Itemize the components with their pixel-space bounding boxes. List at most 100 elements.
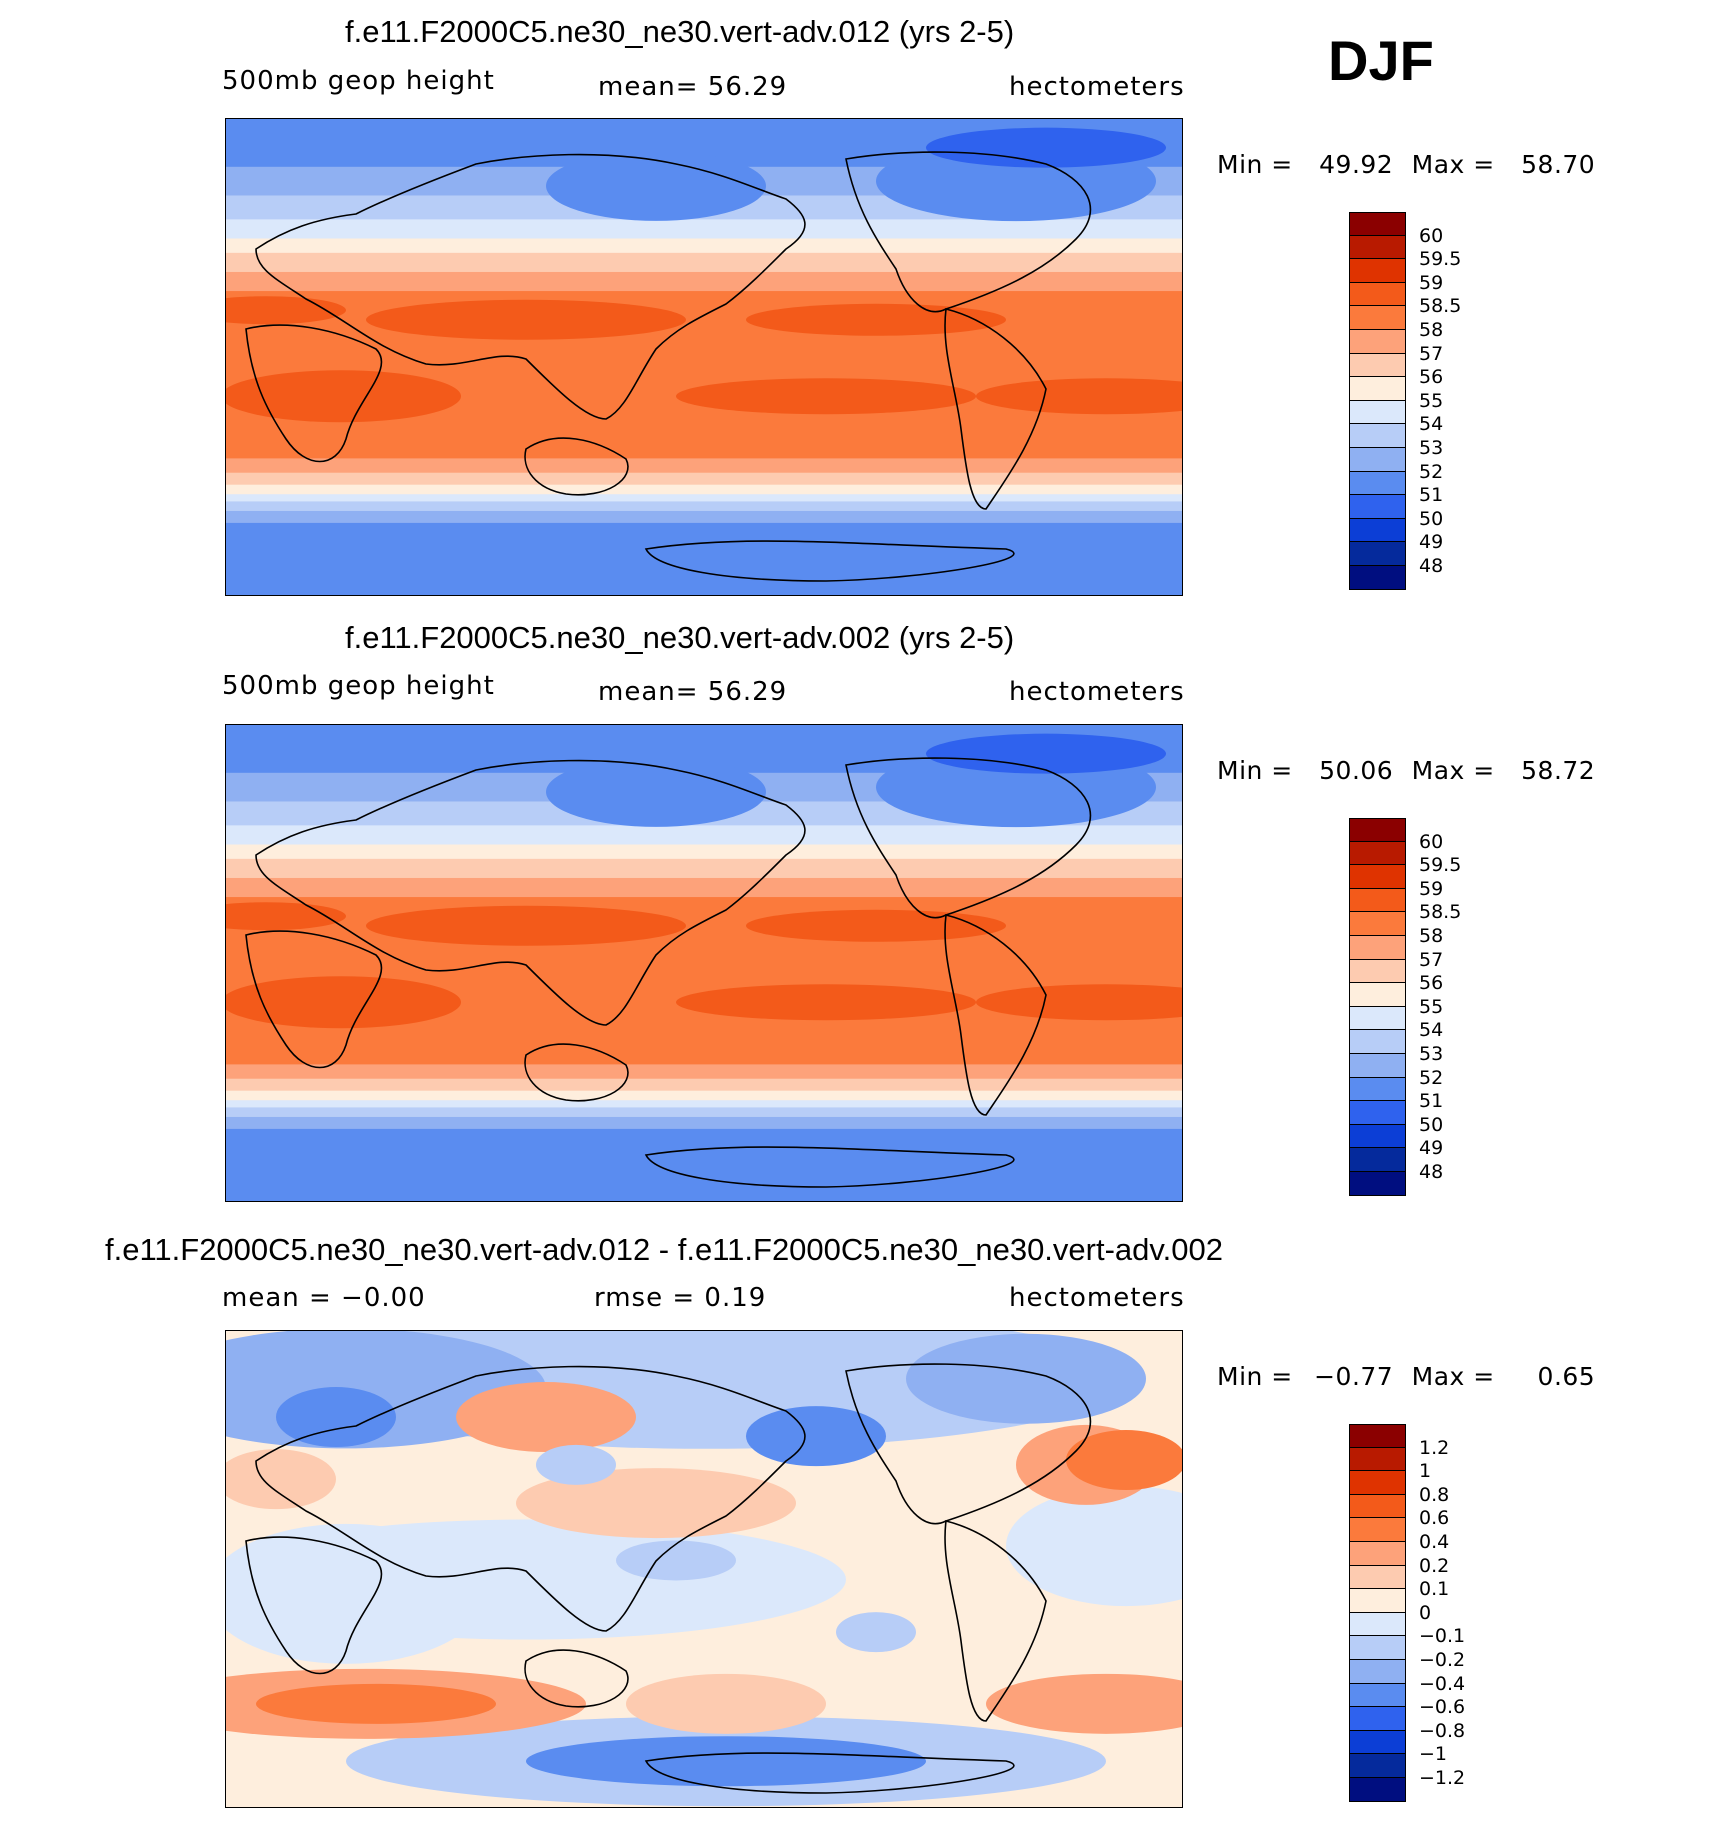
colorbar-tick-label: 53 <box>1419 1043 1444 1065</box>
coastline <box>245 930 383 1069</box>
contour-band <box>226 501 1182 512</box>
colorbar-swatch <box>1349 1030 1406 1054</box>
min-label: Min = <box>1217 1362 1293 1391</box>
colorbar-tick-label: 58.5 <box>1419 901 1462 924</box>
min-max-readout: Min = 49.92 Max = 58.70 <box>1217 150 1595 179</box>
contour-band <box>226 458 1182 474</box>
colorbar-swatch <box>1349 1589 1406 1613</box>
mean-label: mean= 56.29 <box>598 72 788 102</box>
coastline <box>255 759 806 1026</box>
contour-blob <box>276 1387 396 1448</box>
colorbar-tick-label: 54 <box>1419 1019 1444 1042</box>
contour-band <box>226 1078 1182 1092</box>
colorbar-tick-label: 0.8 <box>1419 1483 1450 1506</box>
coastline <box>944 914 1047 1116</box>
colorbar-tick-label: 50 <box>1419 1113 1444 1136</box>
colorbar-swatch <box>1349 330 1406 354</box>
colorbar-swatch <box>1349 1542 1406 1566</box>
colorbar-swatch <box>1349 818 1406 842</box>
variable-label: 500mb geop height <box>222 66 495 96</box>
colorbar-swatch <box>1349 1447 1406 1472</box>
colorbar-tick-label: 1 <box>1419 1460 1432 1483</box>
colorbar-tick-label: 1.2 <box>1419 1436 1450 1459</box>
colorbar-swatch <box>1349 471 1406 496</box>
contour-blob <box>626 1673 826 1734</box>
coastline <box>524 1649 629 1708</box>
contour-blob <box>746 303 1006 336</box>
contour-band <box>226 219 1182 240</box>
colorbar-tick-label: 0.1 <box>1419 1578 1450 1601</box>
colorbar-swatch <box>1349 1077 1406 1102</box>
colorbar-swatch <box>1349 518 1406 543</box>
coastline <box>845 1363 1092 1525</box>
colorbar-swatch <box>1349 841 1406 866</box>
map-case1 <box>225 118 1183 596</box>
panel-title: f.e11.F2000C5.ne30_ne30.vert-adv.002 (yr… <box>345 620 1015 655</box>
min-label: Min = <box>1217 756 1293 785</box>
colorbar-tick-label: 56 <box>1419 366 1444 389</box>
colorbar-swatch <box>1349 1471 1406 1495</box>
contour-blob <box>746 909 1006 942</box>
map-case2 <box>225 724 1183 1202</box>
colorbar-swatch <box>1349 1636 1406 1660</box>
colorbar-swatch <box>1349 566 1406 590</box>
contour-blob <box>226 370 461 423</box>
contour-band <box>226 858 1182 879</box>
colorbar-swatch <box>1349 353 1406 378</box>
contour-blob <box>926 733 1166 774</box>
panel-title: f.e11.F2000C5.ne30_ne30.vert-adv.012 - f… <box>105 1232 1223 1267</box>
coastline <box>845 151 1092 313</box>
colorbar-tick-label: 0.4 <box>1419 1531 1450 1553</box>
coastline <box>845 757 1092 919</box>
colorbar-tick-label: 48 <box>1419 1161 1444 1183</box>
max-label: Max = <box>1411 756 1495 785</box>
colorbar-tick-label: 57 <box>1419 948 1444 971</box>
colorbar-tick-label: −0.4 <box>1419 1672 1466 1695</box>
coastline <box>524 1043 629 1102</box>
contour-band <box>226 494 1182 503</box>
colorbar-swatch <box>1349 212 1406 236</box>
contour-band <box>226 844 1182 860</box>
contour-blob <box>366 299 686 340</box>
colorbar-swatch <box>1349 377 1406 401</box>
contour-band <box>226 877 1182 899</box>
colorbar-tick-label: 59.5 <box>1419 248 1462 271</box>
contour-blob <box>1006 1486 1182 1607</box>
contour-band <box>226 271 1182 293</box>
contour-blob <box>526 1736 926 1787</box>
colorbar-tick-label: 60 <box>1419 830 1444 853</box>
contour-blob <box>976 984 1182 1021</box>
colorbar-swatch <box>1349 1660 1406 1684</box>
contour-blob <box>546 150 766 221</box>
contour-band <box>226 825 1182 846</box>
contour-band <box>226 1064 1182 1080</box>
contour-band <box>226 522 1182 541</box>
colorbar-swatch <box>1349 1518 1406 1542</box>
colorbar-tick-label: 51 <box>1419 1090 1444 1113</box>
max-value: 58.70 <box>1521 150 1596 179</box>
coastline <box>245 324 383 463</box>
min-value: 49.92 <box>1319 150 1394 179</box>
contour-blob <box>366 905 686 946</box>
colorbar-swatch <box>1349 306 1406 330</box>
colorbar-swatch <box>1349 1054 1406 1078</box>
colorbar-swatch <box>1349 888 1406 913</box>
coastline <box>524 437 629 496</box>
coastline <box>944 1520 1047 1722</box>
colorbar-tick-label: 49 <box>1419 1137 1444 1160</box>
colorbar-swatch <box>1349 983 1406 1007</box>
min-value: 50.06 <box>1319 756 1394 785</box>
colorbar-swatch <box>1349 400 1406 425</box>
contour-map <box>226 725 1182 1201</box>
colorbar-tick-label: −1 <box>1419 1743 1448 1766</box>
colorbar-swatch <box>1349 1707 1406 1731</box>
colorbar-tick-label: 51 <box>1419 484 1444 507</box>
colorbar-swatch <box>1349 235 1406 260</box>
coastline <box>245 1536 383 1675</box>
colorbar-swatch <box>1349 936 1406 960</box>
colorbar-swatch <box>1349 259 1406 283</box>
contour-band <box>226 539 1182 595</box>
contour-blob <box>1066 1430 1182 1491</box>
colorbar-tick-label: 56 <box>1419 972 1444 995</box>
colorbar-swatch <box>1349 542 1406 566</box>
